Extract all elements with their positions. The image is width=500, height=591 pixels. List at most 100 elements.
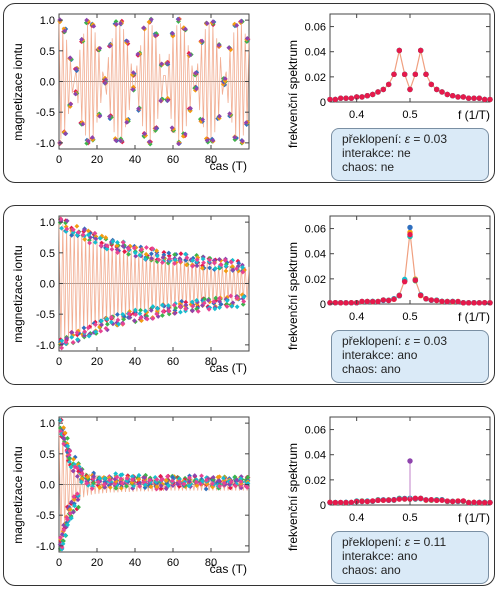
data-point: [148, 251, 154, 257]
data-point: [65, 454, 71, 459]
data-point: [203, 486, 209, 492]
data-point: [133, 312, 138, 317]
x-tick-label: 20: [91, 557, 103, 569]
spectrum-point: [476, 300, 483, 306]
left-ylabel: magnetizace iontu: [11, 245, 25, 342]
data-point: [93, 329, 99, 335]
spectrum-point: [343, 95, 349, 101]
data-point: [58, 535, 63, 541]
spectrum-point: [487, 300, 493, 306]
y-tick-label: 1.0: [40, 217, 55, 229]
data-point: [165, 474, 170, 479]
data-point: [189, 299, 195, 305]
spectrum-point: [337, 300, 344, 306]
spectrum-point: [364, 298, 371, 305]
spectrum-point: [343, 95, 349, 101]
spectrum-point: [385, 497, 392, 504]
data-point: [74, 473, 80, 479]
spectrum-point: [465, 499, 472, 506]
spectrum-point: [348, 499, 355, 506]
data-point: [59, 338, 65, 344]
data-point: [171, 126, 176, 132]
data-point: [172, 310, 178, 316]
data-point: [89, 486, 95, 491]
data-point: [148, 484, 154, 490]
y-tick-label: 1.0: [40, 15, 55, 27]
data-point: [207, 305, 213, 311]
data-point: [199, 38, 205, 44]
spectrum-point: [465, 300, 472, 306]
spectrum-point: [327, 300, 333, 306]
spectrum-point: [412, 71, 419, 78]
x-tick-label: 20: [91, 154, 103, 166]
data-point: [218, 301, 224, 307]
data-point: [216, 478, 222, 484]
spectrum-point: [465, 95, 472, 101]
spectrum-point: [380, 86, 387, 93]
spectrum-point: [396, 292, 403, 299]
spectrum-point: [337, 95, 344, 101]
data-point: [234, 266, 239, 271]
data-point: [177, 479, 182, 485]
data-point: [170, 474, 176, 480]
info-chaos-line: chaos: ne: [342, 160, 395, 174]
data-point: [97, 113, 103, 119]
right-ylabel: frekvenční spektrum: [286, 443, 300, 551]
spectrum-point: [423, 497, 429, 503]
spectrum-point: [380, 297, 387, 303]
data-point: [84, 17, 90, 23]
spectrum-point: [348, 95, 355, 101]
data-point: [192, 473, 198, 478]
data-point: [59, 544, 65, 550]
magnetization-chart-3: -1.0 -0.5 0.0 0.5 1.0 0 20 40 60 80 magnetizace i…: [11, 416, 251, 576]
y-tick-label: 0.5: [40, 46, 55, 58]
data-point: [91, 330, 97, 335]
data-point: [165, 483, 171, 489]
y-tick-label: 0: [320, 500, 326, 512]
spectrum-point: [401, 495, 408, 502]
spectrum-point: [444, 91, 451, 98]
spectrum-point: [359, 298, 365, 305]
data-point: [130, 87, 136, 92]
spectrum-point: [439, 89, 445, 95]
spectrum-point: [433, 86, 440, 93]
data-point: [222, 76, 228, 81]
y-tick-label: -1.0: [36, 340, 55, 352]
data-point: [183, 251, 188, 257]
data-point: [154, 486, 159, 492]
spectrum-point: [465, 499, 472, 506]
spectrum-point: [476, 300, 483, 306]
data-point: [68, 464, 74, 470]
spectrum-point: [337, 95, 344, 101]
spectrum-point: [391, 296, 397, 302]
data-point: [132, 307, 138, 313]
spectrum-point: [455, 298, 461, 305]
data-point: [226, 45, 232, 51]
spectrum-point: [407, 86, 413, 93]
spectrum-point: [487, 499, 493, 506]
spectrum-point: [428, 297, 435, 303]
info-interaction-line: interakce: ano: [342, 549, 418, 563]
data-point: [91, 470, 97, 476]
data-point: [99, 318, 104, 324]
spectrum-point: [337, 499, 344, 506]
spectrum-point: [417, 292, 424, 298]
data-point: [238, 18, 244, 24]
spectrum-point: [337, 499, 344, 506]
data-point: [228, 259, 234, 265]
spectrum-point: [444, 498, 451, 505]
spectrum-point: [476, 95, 483, 101]
data-point: [70, 509, 76, 515]
spectrum-point: [471, 499, 477, 506]
data-point: [186, 483, 192, 489]
spectrum-point: [391, 496, 397, 503]
spectrum-point: [369, 298, 376, 305]
data-point: [71, 497, 77, 502]
spectrum-point: [465, 95, 472, 101]
spectrum-point: [439, 497, 445, 503]
spectrum-point: [343, 95, 349, 101]
spectrum-point: [359, 94, 365, 100]
data-point: [124, 475, 130, 481]
spectrum-point: [343, 95, 349, 101]
data-point: [184, 255, 190, 261]
